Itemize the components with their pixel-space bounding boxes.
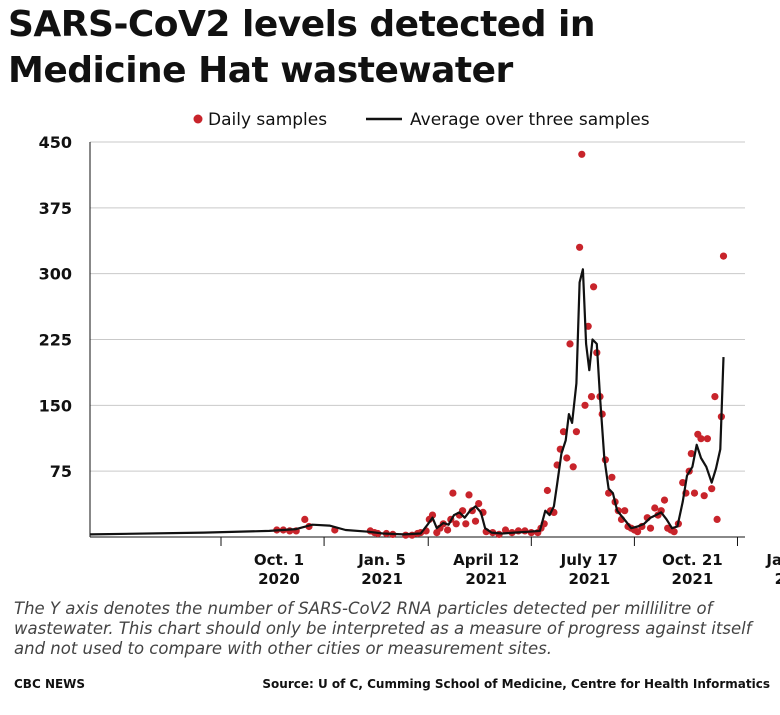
daily-sample-point (690, 489, 699, 497)
daily-sample-point (621, 507, 629, 515)
y-axis-ticks: 75 150 225 300 375 450 (39, 133, 72, 481)
daily-sample-point (703, 435, 712, 443)
daily-sample-point (449, 489, 457, 497)
legend-daily-label: Daily samples (208, 110, 327, 130)
daily-sample-point (572, 428, 581, 436)
daily-sample-point (634, 528, 642, 536)
x-tick-year: 2021 (465, 570, 507, 588)
daily-sample-point (651, 504, 659, 512)
daily-sample-point (576, 243, 584, 251)
grid-lines (90, 141, 745, 472)
daily-sample-point (465, 491, 473, 499)
x-tick-label: Jan. 5 (357, 551, 406, 569)
daily-sample-point (581, 401, 589, 409)
daily-sample-point (501, 526, 510, 534)
daily-sample-point (471, 517, 480, 525)
daily-sample-point (697, 435, 705, 443)
daily-sample-point (608, 473, 616, 481)
y-tick-label: 375 (39, 199, 72, 218)
daily-sample-point (700, 492, 708, 500)
x-tick-year: 2022 (775, 570, 780, 588)
daily-sample-point (559, 428, 568, 436)
y-tick-label: 150 (39, 396, 72, 415)
x-tick-year: 2021 (361, 570, 403, 588)
daily-sample-point (428, 511, 437, 519)
daily-sample-point (578, 150, 586, 158)
daily-sample-point (475, 500, 483, 508)
daily-sample-point (563, 454, 571, 462)
daily-sample-point (566, 340, 574, 348)
daily-sample-point (660, 496, 669, 504)
x-tick-label: April 12 (453, 551, 519, 569)
x-tick-year: 2020 (258, 570, 300, 588)
daily-sample-point (444, 526, 452, 534)
source-label: Source: U of C, Cumming School of Medici… (262, 677, 770, 691)
legend-daily-marker (193, 114, 203, 124)
daily-sample-point (569, 463, 577, 471)
daily-sample-point (719, 252, 728, 260)
daily-sample-point (587, 393, 596, 401)
y-tick-label: 75 (50, 462, 72, 481)
y-tick-label: 450 (39, 133, 72, 152)
x-tick-label: Oct. 21 (662, 551, 723, 569)
daily-sample-point (687, 450, 695, 458)
daily-samples-series (273, 150, 728, 539)
brand-label: CBC NEWS (14, 677, 86, 691)
daily-sample-point (713, 515, 721, 524)
daily-sample-point (590, 283, 598, 291)
chart: Daily samples Average over three samples… (39, 110, 780, 588)
legend-average-label: Average over three samples (410, 110, 650, 130)
chart-note: The Y axis denotes the number of SARS-Co… (14, 599, 752, 658)
daily-sample-point (708, 485, 716, 493)
x-tick-year: 2021 (672, 570, 714, 588)
x-tick-label: July 17 (560, 551, 618, 569)
daily-sample-point (452, 520, 460, 528)
y-tick-label: 300 (39, 265, 72, 284)
x-tick-label: Oct. 1 (254, 551, 304, 569)
x-tick-year: 2021 (568, 570, 610, 588)
y-tick-label: 225 (39, 331, 72, 350)
daily-sample-point (462, 520, 470, 528)
daily-sample-point (468, 507, 476, 515)
daily-sample-point (543, 486, 552, 495)
x-tick-label: Jan. 25 (765, 551, 780, 569)
daily-sample-point (646, 524, 655, 532)
legend: Daily samples Average over three samples (193, 110, 650, 130)
average-series-line (89, 268, 725, 536)
daily-sample-point (711, 393, 719, 401)
chart-title: SARS-CoV2 levels detected in Medicine Ha… (8, 4, 595, 91)
daily-sample-point (301, 515, 309, 524)
daily-sample-point (670, 528, 678, 536)
